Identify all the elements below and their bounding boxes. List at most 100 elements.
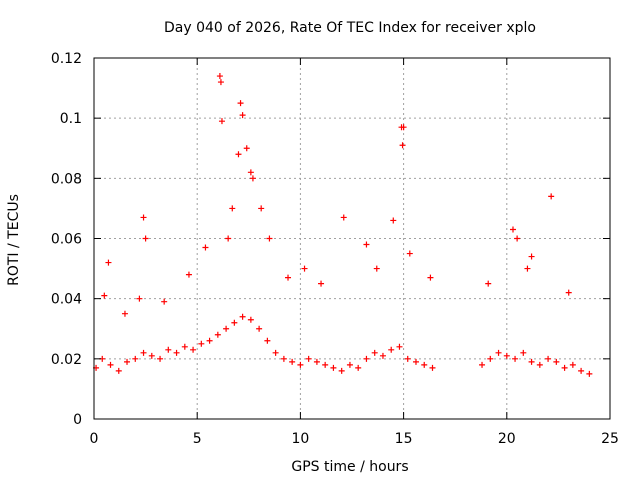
y-tick-label: 0.12 bbox=[51, 51, 82, 67]
data-point bbox=[565, 289, 572, 296]
grid-lines bbox=[94, 58, 610, 419]
data-point bbox=[390, 217, 397, 224]
data-point bbox=[165, 346, 172, 353]
data-point bbox=[140, 214, 147, 221]
x-tick-labels: 0 5 10 15 20 25 bbox=[90, 431, 619, 447]
data-point bbox=[289, 358, 296, 365]
data-point bbox=[239, 112, 246, 119]
data-point bbox=[217, 79, 224, 86]
y-tick-label: 0.1 bbox=[60, 111, 82, 127]
data-point bbox=[586, 370, 593, 377]
data-point bbox=[313, 358, 320, 365]
y-tick-label: 0.06 bbox=[51, 232, 82, 248]
x-tick-label: 5 bbox=[193, 431, 202, 447]
axis-ticks bbox=[93, 57, 611, 420]
data-point bbox=[216, 73, 223, 80]
data-point bbox=[107, 361, 114, 368]
data-point bbox=[235, 151, 242, 158]
data-point bbox=[396, 343, 403, 350]
data-point bbox=[421, 361, 428, 368]
data-point bbox=[340, 214, 347, 221]
data-point bbox=[379, 352, 386, 359]
data-point bbox=[258, 205, 265, 212]
x-axis-label: GPS time / hours bbox=[291, 459, 408, 475]
data-point bbox=[249, 175, 256, 182]
data-point bbox=[400, 124, 407, 131]
data-point bbox=[485, 280, 492, 287]
data-point bbox=[495, 349, 502, 356]
data-point bbox=[142, 235, 149, 242]
data-point bbox=[404, 355, 411, 362]
data-point bbox=[512, 355, 519, 362]
data-point bbox=[225, 235, 232, 242]
data-point bbox=[578, 367, 585, 374]
data-point bbox=[528, 358, 535, 365]
data-point bbox=[487, 355, 494, 362]
data-point bbox=[237, 100, 244, 107]
data-point bbox=[280, 355, 287, 362]
data-point bbox=[272, 349, 279, 356]
data-point bbox=[247, 169, 254, 176]
data-point bbox=[190, 346, 197, 353]
data-point bbox=[346, 361, 353, 368]
data-points bbox=[93, 73, 593, 377]
data-point bbox=[429, 364, 436, 371]
data-point bbox=[136, 295, 143, 302]
data-point bbox=[373, 265, 380, 272]
data-point bbox=[548, 193, 555, 200]
y-axis-label: ROTI / TECUs bbox=[6, 194, 22, 286]
data-point bbox=[157, 355, 164, 362]
data-point bbox=[105, 259, 112, 266]
data-point bbox=[322, 361, 329, 368]
data-point bbox=[528, 253, 535, 260]
data-point bbox=[132, 355, 139, 362]
data-point bbox=[536, 361, 543, 368]
x-tick-label: 0 bbox=[90, 431, 99, 447]
data-point bbox=[243, 145, 250, 152]
data-point bbox=[148, 352, 155, 359]
data-point bbox=[173, 349, 180, 356]
data-point bbox=[161, 298, 168, 305]
data-point bbox=[561, 364, 568, 371]
data-point bbox=[285, 274, 292, 281]
data-point bbox=[503, 352, 510, 359]
data-point bbox=[520, 349, 527, 356]
data-point bbox=[266, 235, 273, 242]
data-point bbox=[388, 346, 395, 353]
data-point bbox=[121, 310, 128, 317]
data-point bbox=[218, 118, 225, 125]
data-point bbox=[569, 361, 576, 368]
data-point bbox=[214, 331, 221, 338]
data-point bbox=[264, 337, 271, 344]
x-tick-label: 20 bbox=[498, 431, 516, 447]
data-point bbox=[318, 280, 325, 287]
data-point bbox=[514, 235, 521, 242]
x-tick-label: 15 bbox=[395, 431, 413, 447]
data-point bbox=[363, 241, 370, 248]
data-point bbox=[399, 142, 406, 149]
data-point bbox=[223, 325, 230, 332]
data-point bbox=[479, 361, 486, 368]
data-point bbox=[101, 292, 108, 299]
data-point bbox=[371, 349, 378, 356]
data-point bbox=[406, 250, 413, 257]
data-point bbox=[545, 355, 552, 362]
data-point bbox=[301, 265, 308, 272]
data-point bbox=[524, 265, 531, 272]
x-tick-label: 25 bbox=[601, 431, 619, 447]
data-point bbox=[115, 367, 122, 374]
y-tick-label: 0 bbox=[73, 412, 82, 428]
data-point bbox=[305, 355, 312, 362]
data-point bbox=[363, 355, 370, 362]
data-point bbox=[297, 361, 304, 368]
y-tick-label: 0.02 bbox=[51, 352, 82, 368]
data-point bbox=[202, 244, 209, 251]
data-point bbox=[181, 343, 188, 350]
data-point bbox=[198, 340, 205, 347]
data-point bbox=[338, 367, 345, 374]
data-point bbox=[239, 313, 246, 320]
data-point bbox=[509, 226, 516, 233]
y-tick-label: 0.08 bbox=[51, 171, 82, 187]
x-tick-label: 10 bbox=[291, 431, 309, 447]
